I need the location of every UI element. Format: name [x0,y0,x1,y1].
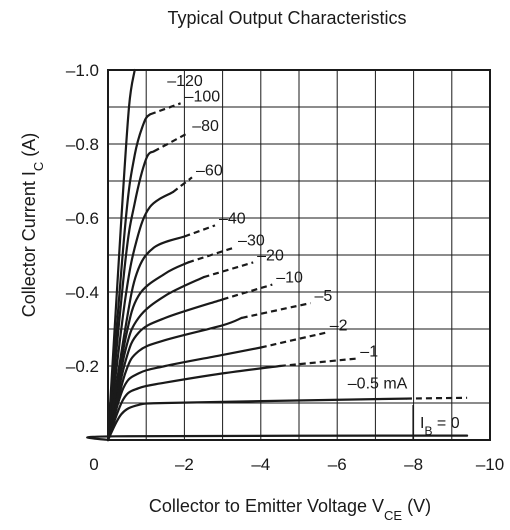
ib-curve--60 [106,191,174,442]
y-tick-label: –0.6 [66,209,99,228]
ib-curve-dashed--1 [279,357,357,368]
x-tick-label: –4 [251,455,270,474]
ib-curve-dashed--20 [203,261,254,279]
ib-curve-dashed--2 [260,331,326,349]
ib-curve-dashed--5 [241,302,311,319]
plot-frame [107,69,491,441]
y-axis-label: Collector Current IC (A) [19,133,46,317]
ib-curve--5 [106,316,243,442]
ib-curve--40 [106,235,186,442]
curve-label--0.5: –0.5 mA [348,376,408,393]
grid [108,70,490,440]
curve-label--80: –80 [192,118,219,135]
ib-curve--100 [106,113,152,442]
curve-label--40: –40 [219,210,246,227]
ib-curve-dashed--60 [172,176,193,193]
y-axis-label-main: Collector Current I [19,171,39,317]
ib-zero-annotation: IB = 0 [420,415,460,438]
curve-label--20: –20 [257,247,284,264]
x-tick-label: –2 [175,455,194,474]
curve-label--2: –2 [330,318,348,335]
curve-label--120: –120 [167,73,203,90]
y-axis-label-unit: (A) [19,133,39,162]
x-axis-label: Collector to Emitter Voltage VCE (V) [149,496,431,523]
ib-curve-dashed--0.5 [405,396,468,400]
y-tick-label: –1.0 [66,61,99,80]
curve-label--5: –5 [314,288,332,305]
ib-curve-0 [86,434,469,442]
x-axis-label-sub: CE [384,508,402,523]
curve-label--60: –60 [196,162,223,179]
y-tick-label: –0.2 [66,357,99,376]
curve-label--30: –30 [238,233,265,250]
ib-curve--1 [106,364,281,442]
ib-curve--0.5 [106,397,408,442]
y-tick-label: –0.8 [66,135,99,154]
chart-title: Typical Output Characteristics [167,8,406,28]
ib-curve-dashed--80 [153,131,189,153]
ib-curve-dashed--10 [222,283,273,301]
x-axis-label-main: Collector to Emitter Voltage V [149,496,384,516]
tick-labels: 0 –2 –4 –6 –8 –10 –0.2 –0.4 –0.6 –0.8 –1.0 [66,61,504,474]
y-axis-label-sub: C [31,162,46,171]
ib-curve-dashed--40 [184,224,216,238]
ib-curve-dashed--30 [187,246,235,264]
x-tick-label: –6 [328,455,347,474]
x-tick-label: –10 [476,455,504,474]
ib-curve--10 [106,298,224,442]
curve-label--100: –100 [185,88,221,105]
ib-annotation-sub: B [424,424,432,438]
curve-label--10: –10 [276,270,303,287]
ib-annotation-rest: = 0 [432,415,459,432]
curves [86,68,469,442]
ib-curve--120 [106,68,136,442]
ib-curve--80 [106,150,155,442]
x-tick-label: –8 [404,455,423,474]
x-tick-label: 0 [89,455,98,474]
y-tick-label: –0.4 [66,283,99,302]
x-axis-label-unit: (V) [402,496,431,516]
ib-curve--2 [106,346,262,442]
ib-curve-dashed--100 [149,102,181,116]
ib-annotation-main: I [420,415,424,432]
curve-label--1: –1 [360,344,378,361]
curve-labels: –0.5 mA –1 –2 –5 –10 –20–30 –40 –60 –80 –100–120 [167,73,407,393]
